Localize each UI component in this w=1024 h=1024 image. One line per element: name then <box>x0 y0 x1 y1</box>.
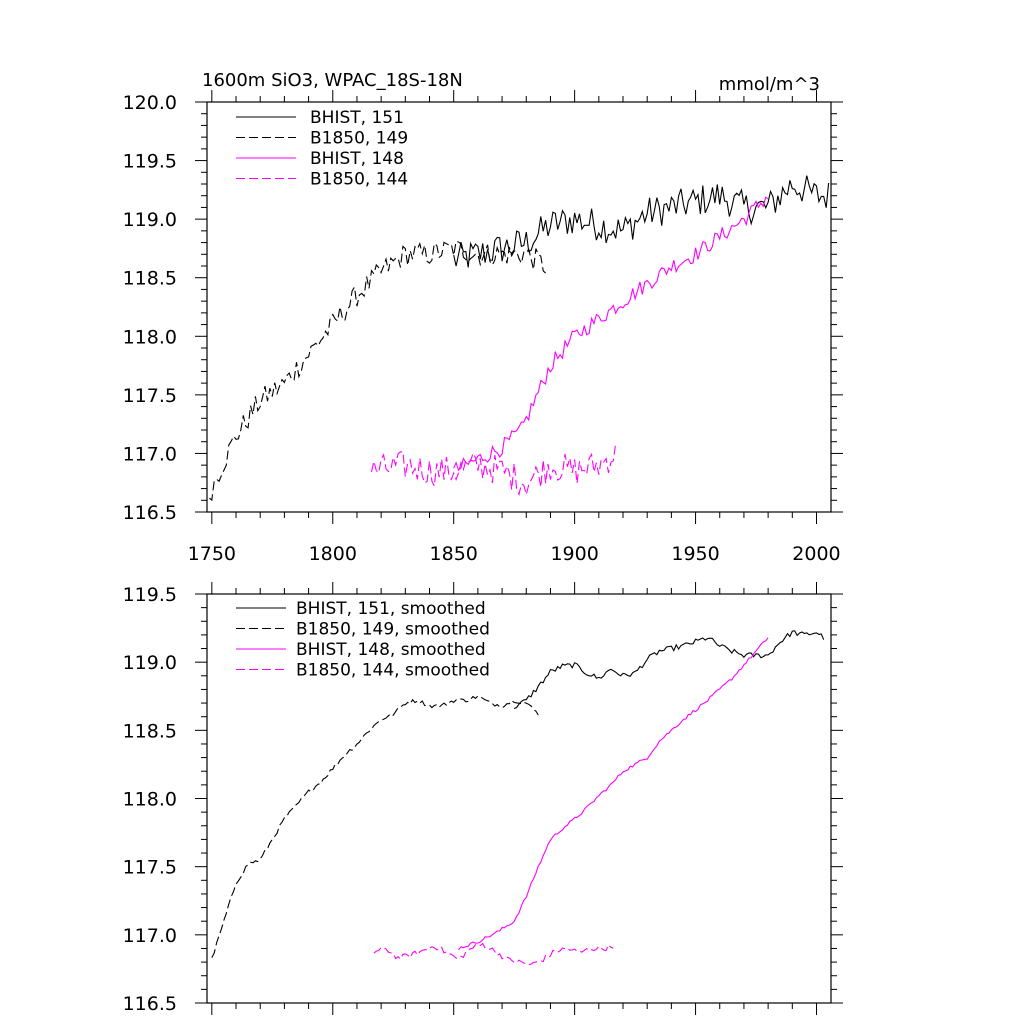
x-tick-label: 2000 <box>792 543 840 565</box>
plot-frame <box>206 101 832 513</box>
legend-label-1: B1850, 149 <box>310 129 408 149</box>
series-line-1 <box>209 240 546 502</box>
series-line-1 <box>211 695 539 958</box>
chart-title: 1600m SiO3, WPAC_18S-18N <box>202 70 463 91</box>
x-tick-label: 1750 <box>188 543 236 565</box>
y-tick-label: 117.0 <box>123 925 177 947</box>
legend-label-2: BHIST, 148, smoothed <box>296 640 486 660</box>
legend-label-3: B1850, 144 <box>310 170 408 190</box>
x-tick-label: 1950 <box>671 543 719 565</box>
units-label: mmol/m^3 <box>719 74 820 95</box>
y-tick-label: 118.0 <box>123 789 177 811</box>
series-line-3 <box>370 442 617 497</box>
y-tick-label: 116.5 <box>123 502 177 524</box>
y-tick-label: 120.0 <box>123 92 177 114</box>
y-tick-label: 119.0 <box>123 652 177 674</box>
series-line-0 <box>513 630 825 710</box>
y-tick-label: 117.5 <box>123 857 177 879</box>
legend-label-0: BHIST, 151 <box>310 108 404 128</box>
x-tick-label: 1850 <box>430 543 478 565</box>
y-tick-label: 118.0 <box>123 326 177 348</box>
bottom-panel: 116.5 117.0 117.5 118.0 118.5 119.0 119.5 BHIST… <box>123 582 843 1015</box>
y-tick-label: 117.5 <box>123 385 177 407</box>
y-tick-label: 119.5 <box>123 151 177 173</box>
y-tick-label: 119.0 <box>123 209 177 231</box>
top-panel: 1750 1800 1850 1900 1950 2000 116.5 117.0 117.5 1… <box>123 90 843 565</box>
legend-label-1: B1850, 149, smoothed <box>296 620 490 640</box>
legend-label-0: BHIST, 151, smoothed <box>296 599 486 619</box>
y-tick-label: 118.5 <box>123 268 177 290</box>
x-tick-label: 1800 <box>309 543 357 565</box>
legend-label-2: BHIST, 148 <box>310 149 404 169</box>
series-line-2 <box>453 196 769 472</box>
y-tick-label: 117.0 <box>123 443 177 465</box>
series-line-3 <box>373 942 614 966</box>
series-line-0 <box>453 175 830 268</box>
legend-label-3: B1850, 144, smoothed <box>296 661 490 681</box>
series-line-2 <box>458 637 769 951</box>
y-tick-label: 118.5 <box>123 720 177 742</box>
y-tick-label: 119.5 <box>123 584 177 606</box>
x-tick-label: 1900 <box>550 543 598 565</box>
y-tick-label: 116.5 <box>123 993 177 1015</box>
